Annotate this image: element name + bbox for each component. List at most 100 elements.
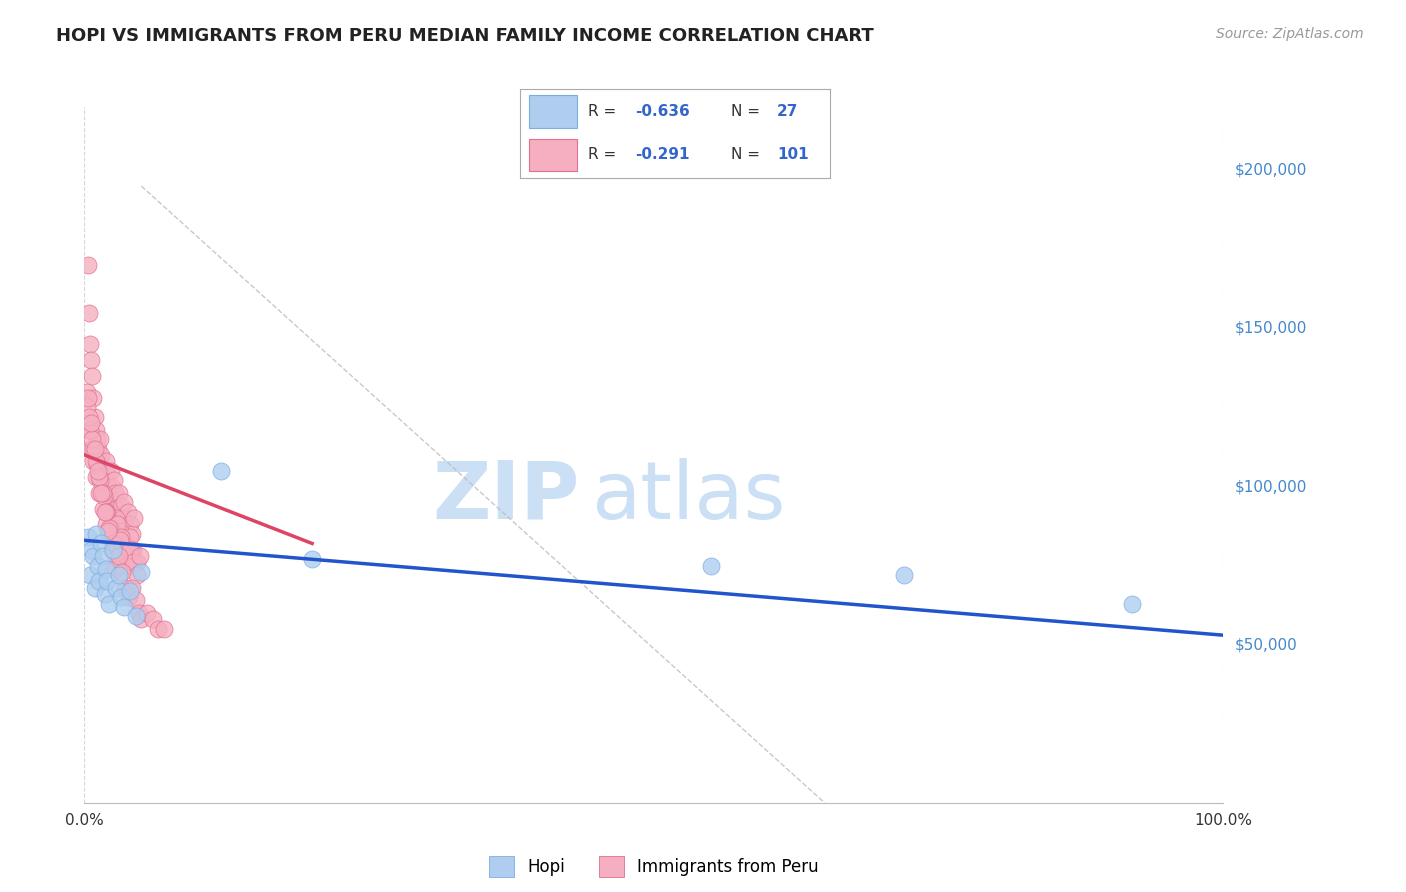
Point xyxy=(110,499,132,513)
Point xyxy=(89,574,111,589)
Text: Source: ZipAtlas.com: Source: ZipAtlas.com xyxy=(1216,27,1364,41)
Text: $200,000: $200,000 xyxy=(1234,163,1306,178)
Point xyxy=(101,536,124,550)
Point xyxy=(93,473,115,487)
Point xyxy=(100,464,122,478)
Point xyxy=(209,464,232,478)
Point xyxy=(131,565,153,579)
Point xyxy=(120,542,142,557)
Point xyxy=(104,486,127,500)
Point xyxy=(125,568,148,582)
Point xyxy=(94,562,117,576)
Point xyxy=(80,542,103,557)
Point xyxy=(142,612,165,626)
Point xyxy=(118,591,141,605)
Point xyxy=(94,486,117,500)
Point xyxy=(700,558,723,573)
Point xyxy=(82,442,104,456)
Point xyxy=(94,587,117,601)
Point xyxy=(129,549,152,563)
Point xyxy=(79,337,101,351)
Point xyxy=(91,549,114,563)
Point xyxy=(86,458,108,472)
Point xyxy=(105,511,128,525)
Point xyxy=(89,454,111,468)
Point xyxy=(80,417,103,431)
Point xyxy=(97,479,120,493)
Point xyxy=(96,574,118,589)
Point xyxy=(98,521,121,535)
Point xyxy=(124,609,146,624)
Point xyxy=(100,479,122,493)
Point xyxy=(118,542,141,557)
Point xyxy=(84,454,107,468)
Point xyxy=(96,505,118,519)
Point xyxy=(148,622,170,636)
Point xyxy=(82,391,104,405)
Point xyxy=(103,473,125,487)
Point xyxy=(82,549,104,563)
Point xyxy=(98,597,121,611)
Point xyxy=(84,423,107,437)
Point xyxy=(76,391,98,405)
Point xyxy=(103,536,125,550)
Point xyxy=(79,423,101,437)
Point xyxy=(110,591,132,605)
Point xyxy=(90,448,112,462)
Point xyxy=(117,556,139,570)
Point xyxy=(97,524,120,538)
Point xyxy=(100,521,122,535)
Point xyxy=(107,568,129,582)
Point xyxy=(76,401,98,415)
Text: -0.291: -0.291 xyxy=(634,147,689,161)
Point xyxy=(84,527,107,541)
FancyBboxPatch shape xyxy=(530,95,576,128)
Point xyxy=(107,549,129,563)
Point xyxy=(91,501,114,516)
Point xyxy=(76,258,98,272)
Text: -0.636: -0.636 xyxy=(634,104,689,119)
Point xyxy=(84,470,107,484)
Point xyxy=(112,542,135,557)
Point xyxy=(112,495,135,509)
Text: $150,000: $150,000 xyxy=(1234,321,1306,336)
Text: R =: R = xyxy=(588,104,621,119)
Point xyxy=(98,489,121,503)
Text: N =: N = xyxy=(731,147,765,161)
Point xyxy=(83,581,105,595)
Point xyxy=(94,517,117,532)
Point xyxy=(89,432,111,446)
Point xyxy=(89,486,111,500)
Point xyxy=(121,581,143,595)
Point xyxy=(90,486,112,500)
Point xyxy=(110,530,132,544)
Point xyxy=(893,568,915,582)
Point xyxy=(115,549,138,563)
Point xyxy=(1121,597,1143,611)
Point xyxy=(107,486,129,500)
Point xyxy=(87,442,110,456)
Point xyxy=(105,501,128,516)
Point xyxy=(77,305,100,319)
Point xyxy=(101,542,124,557)
Point xyxy=(108,533,131,548)
Point xyxy=(105,517,128,532)
Point xyxy=(79,568,101,582)
Point xyxy=(124,511,146,525)
Text: 27: 27 xyxy=(778,104,799,119)
Point xyxy=(115,558,138,573)
Point xyxy=(122,556,145,570)
Point xyxy=(91,464,114,478)
Point xyxy=(118,530,141,544)
Point xyxy=(124,593,146,607)
Point xyxy=(153,622,176,636)
Point xyxy=(105,552,128,566)
Point xyxy=(118,583,141,598)
Point xyxy=(94,454,117,468)
Point xyxy=(101,542,124,557)
Text: N =: N = xyxy=(731,104,765,119)
Text: ZIP: ZIP xyxy=(433,458,579,536)
Point xyxy=(112,511,135,525)
Point xyxy=(91,486,114,500)
Point xyxy=(89,470,111,484)
